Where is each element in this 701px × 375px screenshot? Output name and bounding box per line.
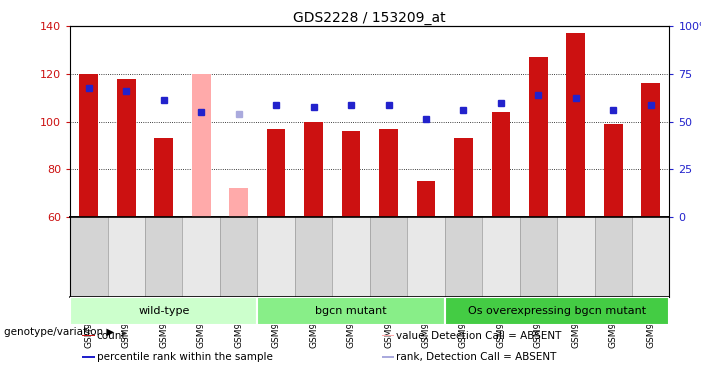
Text: bgcn mutant: bgcn mutant bbox=[315, 306, 387, 316]
Bar bbox=[117, 79, 136, 217]
Bar bbox=[557, 217, 594, 297]
Title: GDS2228 / 153209_at: GDS2228 / 153209_at bbox=[294, 11, 446, 25]
Bar bbox=[416, 181, 435, 217]
Bar bbox=[491, 112, 510, 217]
Bar bbox=[304, 122, 323, 217]
Bar bbox=[182, 217, 220, 297]
Bar bbox=[482, 217, 519, 297]
Text: wild-type: wild-type bbox=[138, 306, 189, 316]
Bar bbox=[444, 297, 669, 325]
Bar bbox=[454, 138, 472, 217]
Bar bbox=[341, 131, 360, 217]
Bar bbox=[70, 217, 107, 297]
Bar bbox=[641, 84, 660, 217]
Bar bbox=[295, 217, 332, 297]
Bar bbox=[382, 335, 395, 336]
Text: count: count bbox=[97, 330, 126, 340]
Bar bbox=[604, 124, 622, 217]
Bar bbox=[154, 138, 173, 217]
Bar bbox=[444, 217, 482, 297]
Text: percentile rank within the sample: percentile rank within the sample bbox=[97, 352, 273, 362]
Bar bbox=[379, 129, 398, 217]
Bar bbox=[220, 217, 257, 297]
Bar bbox=[566, 33, 585, 217]
Bar bbox=[82, 335, 95, 336]
Bar bbox=[82, 356, 95, 358]
Bar bbox=[332, 217, 369, 297]
Bar bbox=[529, 57, 547, 217]
Bar bbox=[145, 217, 182, 297]
Bar bbox=[79, 74, 98, 217]
Bar bbox=[519, 217, 557, 297]
Bar bbox=[267, 129, 285, 217]
Text: value, Detection Call = ABSENT: value, Detection Call = ABSENT bbox=[397, 330, 562, 340]
Bar bbox=[70, 297, 257, 325]
Text: genotype/variation ▶: genotype/variation ▶ bbox=[4, 327, 114, 337]
Bar bbox=[229, 188, 248, 217]
Bar bbox=[107, 217, 145, 297]
Bar bbox=[257, 297, 444, 325]
Text: Os overexpressing bgcn mutant: Os overexpressing bgcn mutant bbox=[468, 306, 646, 316]
Bar bbox=[407, 217, 444, 297]
Bar bbox=[257, 217, 295, 297]
Text: rank, Detection Call = ABSENT: rank, Detection Call = ABSENT bbox=[397, 352, 557, 362]
Bar bbox=[370, 217, 407, 297]
Bar bbox=[192, 74, 210, 217]
Bar bbox=[382, 356, 395, 358]
Bar bbox=[632, 217, 669, 297]
Bar bbox=[594, 217, 632, 297]
